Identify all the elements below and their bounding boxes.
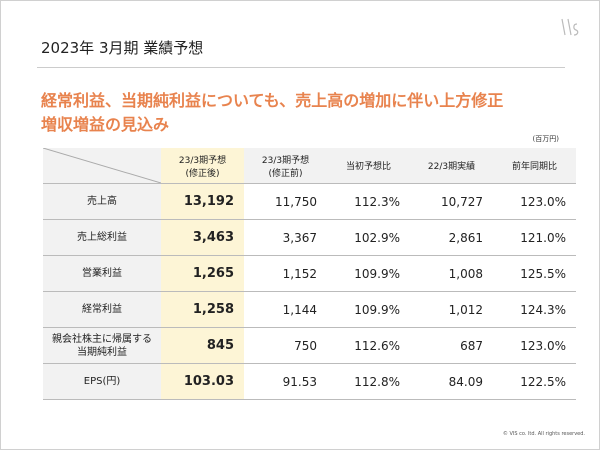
row-label: 売上総利益 <box>43 219 161 256</box>
cell: 1,144 <box>244 291 327 328</box>
corner-cell <box>43 148 161 184</box>
cell: 112.3% <box>327 183 410 220</box>
cell: 103.03 <box>161 363 244 400</box>
cell: 122.5% <box>493 363 576 400</box>
cell: 1,258 <box>161 291 244 328</box>
cell: 123.0% <box>493 183 576 220</box>
row-label: 売上高 <box>43 183 161 220</box>
cell: 109.9% <box>327 255 410 292</box>
row-label: 営業利益 <box>43 255 161 292</box>
row-label: 親会社株主に帰属する 当期純利益 <box>43 327 161 364</box>
table-row: EPS(円) 103.03 91.53 112.8% 84.09 122.5% <box>43 363 576 400</box>
cell: 91.53 <box>244 363 327 400</box>
cell: 10,727 <box>410 183 493 220</box>
results-table: 23/3期予想 (修正後) 23/3期予想 (修正前) 当初予想比 22/3期実績 前年… <box>43 148 576 400</box>
cell: 687 <box>410 327 493 364</box>
column-header: 当初予想比 <box>327 148 410 184</box>
table-row: 経常利益 1,258 1,144 109.9% 1,012 124.3% <box>43 291 576 328</box>
cell: 13,192 <box>161 183 244 220</box>
table-row: 売上総利益 3,463 3,367 102.9% 2,861 121.0% <box>43 219 576 256</box>
table-row: 親会社株主に帰属する 当期純利益 845 750 112.6% 687 123.0% <box>43 327 576 364</box>
divider <box>37 67 565 68</box>
table-row: 売上高 13,192 11,750 112.3% 10,727 123.0% <box>43 183 576 220</box>
cell: 121.0% <box>493 219 576 256</box>
table-row: 営業利益 1,265 1,152 109.9% 1,008 125.5% <box>43 255 576 292</box>
cell: 125.5% <box>493 255 576 292</box>
cell: 1,008 <box>410 255 493 292</box>
row-label: 経常利益 <box>43 291 161 328</box>
cell: 3,463 <box>161 219 244 256</box>
column-header: 前年同期比 <box>493 148 576 184</box>
cell: 1,265 <box>161 255 244 292</box>
headline-line: 経常利益、当期純利益についても、売上高の増加に伴い上方修正 <box>41 91 504 110</box>
diagonal <box>43 148 161 183</box>
cell: 102.9% <box>327 219 410 256</box>
cell: 750 <box>244 327 327 364</box>
headline: 経常利益、当期純利益についても、売上高の増加に伴い上方修正 増収増益の見込み <box>41 89 503 137</box>
unit-label: (百万円) <box>532 135 559 143</box>
cell: 123.0% <box>493 327 576 364</box>
title: 2023年 3月期 業績予想 <box>41 39 204 57</box>
cell: 109.9% <box>327 291 410 328</box>
logo <box>561 18 579 36</box>
cell: 845 <box>161 327 244 364</box>
cell: 124.3% <box>493 291 576 328</box>
cell: 3,367 <box>244 219 327 256</box>
cell: 1,012 <box>410 291 493 328</box>
column-header: 22/3期実績 <box>410 148 493 184</box>
cell: 2,861 <box>410 219 493 256</box>
cell: 1,152 <box>244 255 327 292</box>
cell: 11,750 <box>244 183 327 220</box>
column-header: 23/3期予想 (修正前) <box>244 148 327 184</box>
column-header: 23/3期予想 (修正後) <box>161 148 244 184</box>
headline-line: 増収増益の見込み <box>41 115 170 134</box>
cell: 112.8% <box>327 363 410 400</box>
row-label: EPS(円) <box>43 363 161 400</box>
cell: 112.6% <box>327 327 410 364</box>
cell: 84.09 <box>410 363 493 400</box>
copyright: © VIS co. ltd. All rights reserved. <box>502 431 585 437</box>
